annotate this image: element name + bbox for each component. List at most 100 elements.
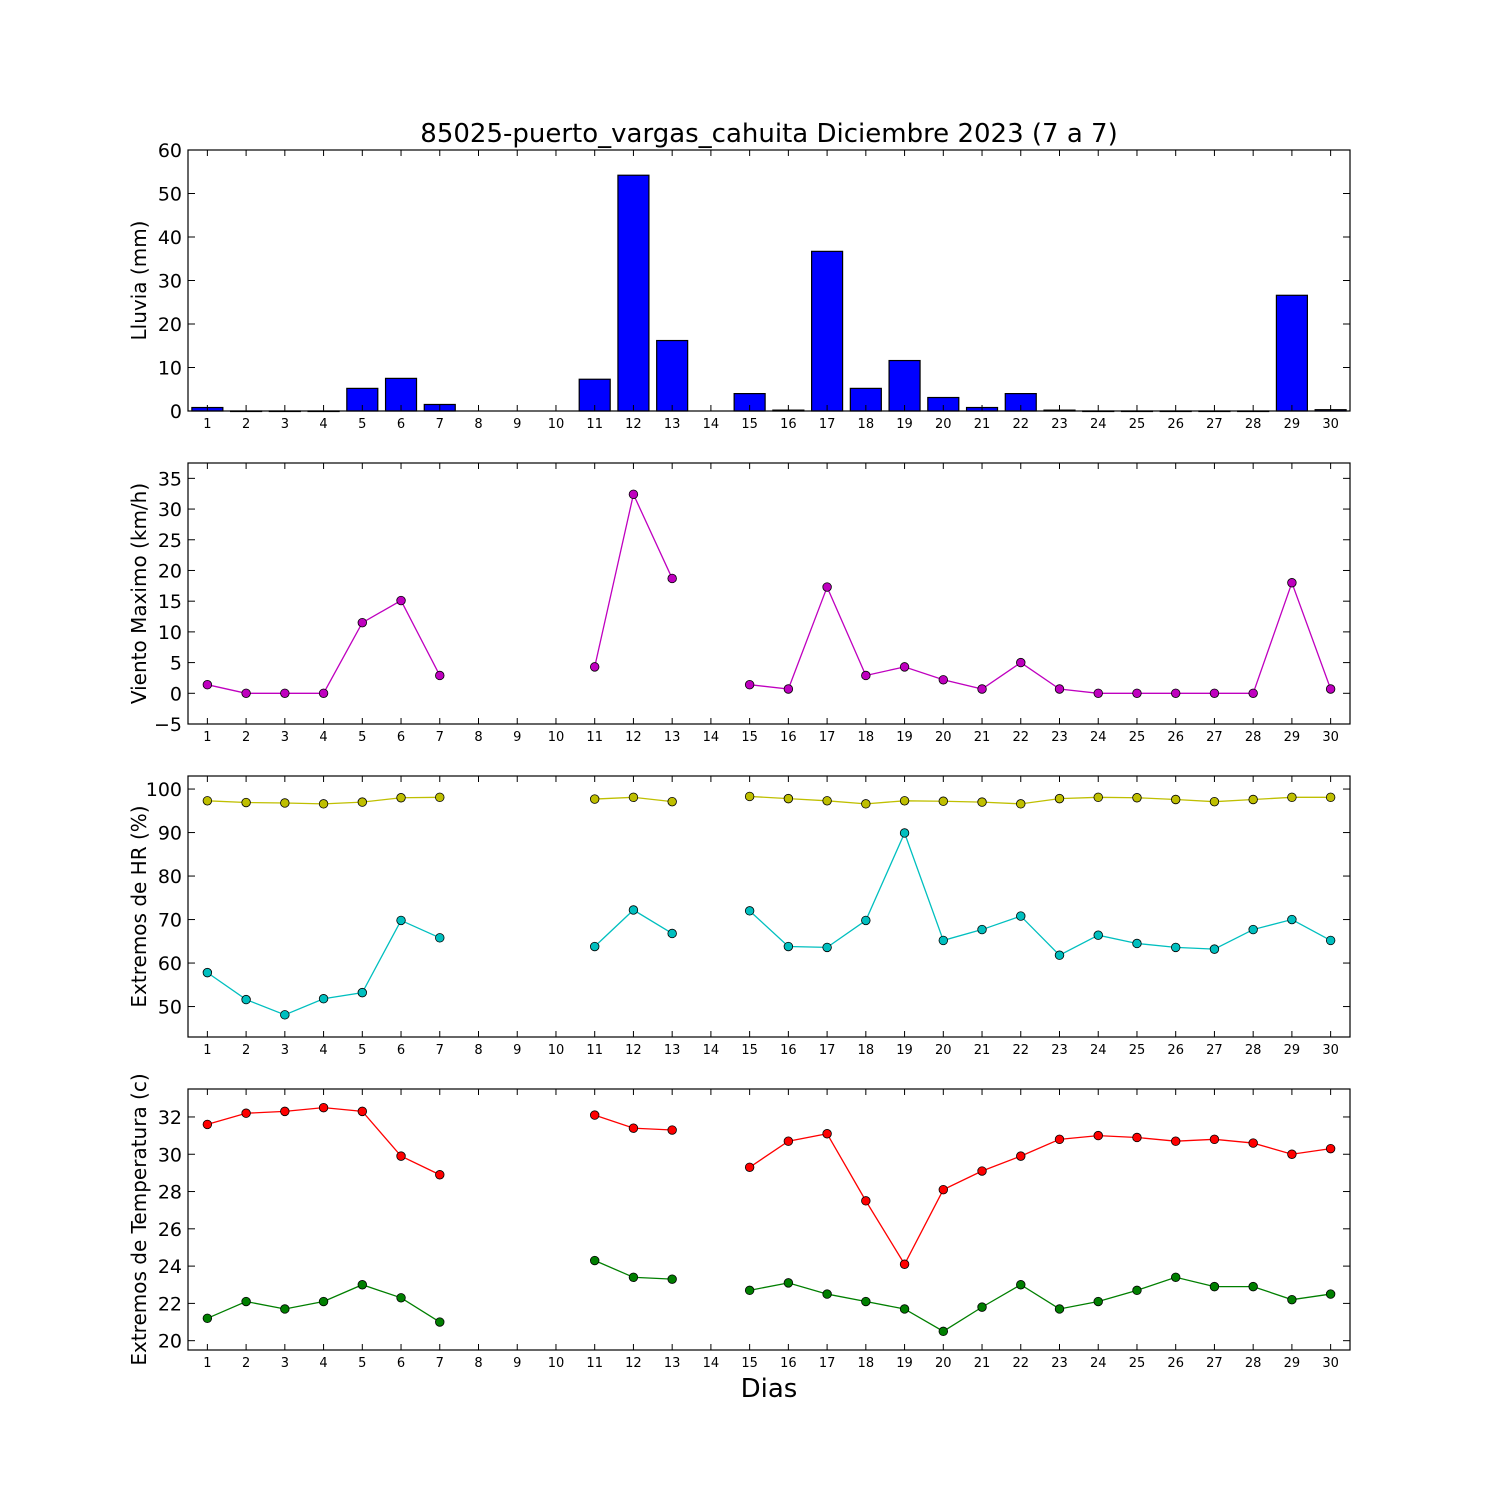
x-tick-label: 17 bbox=[819, 1043, 836, 1058]
x-tick-label: 19 bbox=[896, 1356, 913, 1371]
x-tick-label: 22 bbox=[1012, 417, 1029, 432]
series-1-point-day-4 bbox=[318, 799, 329, 809]
x-tick-label: 24 bbox=[1090, 730, 1107, 745]
series-2-point-day-6 bbox=[396, 915, 406, 926]
series-1-point-day-21 bbox=[977, 684, 987, 694]
series-1-point-day-13 bbox=[667, 1125, 677, 1135]
series-2-point-day-12 bbox=[628, 1272, 639, 1282]
series-1-point-day-29 bbox=[1287, 792, 1297, 803]
x-tick-label: 12 bbox=[625, 730, 642, 745]
series-2-point-day-3 bbox=[280, 1010, 290, 1020]
series-2-point-day-17 bbox=[822, 942, 832, 953]
series-1-point-day-11 bbox=[590, 662, 600, 672]
series-2-point-day-28 bbox=[1248, 1281, 1258, 1292]
x-tick-label: 21 bbox=[974, 1356, 991, 1371]
x-tick-label: 3 bbox=[281, 1356, 289, 1371]
series-1-point-day-23 bbox=[1054, 684, 1065, 694]
series-1-point-day-22 bbox=[1016, 799, 1026, 809]
x-tick-label: 2 bbox=[242, 1043, 250, 1058]
series-2-point-day-3 bbox=[280, 1304, 290, 1314]
series-1-point-day-3 bbox=[280, 1106, 290, 1117]
series-2-point-day-25 bbox=[1132, 938, 1142, 949]
x-tick-label: 16 bbox=[780, 417, 797, 432]
series-2-point-day-11 bbox=[590, 1255, 600, 1266]
series-1-point-day-1 bbox=[202, 679, 213, 690]
series-1-point-day-20 bbox=[938, 796, 949, 806]
bar-day-12 bbox=[617, 174, 650, 412]
x-tick-label: 9 bbox=[513, 1043, 521, 1058]
x-tick-label: 10 bbox=[548, 1356, 565, 1371]
y-tick-label: 90 bbox=[158, 823, 182, 845]
x-tick-label: 15 bbox=[741, 417, 758, 432]
series-2-point-day-20 bbox=[938, 1326, 949, 1337]
series-1-point-day-28 bbox=[1248, 794, 1258, 805]
series-2-point-day-26 bbox=[1170, 942, 1181, 953]
x-tick-label: 25 bbox=[1129, 1043, 1146, 1058]
series-1-point-day-17 bbox=[822, 1129, 832, 1139]
x-tick-label: 5 bbox=[358, 417, 366, 432]
series-2-point-day-2 bbox=[241, 1296, 251, 1307]
x-tick-label: 11 bbox=[586, 1043, 603, 1058]
series-1-point-day-3 bbox=[280, 798, 290, 808]
y-tick-label: 30 bbox=[158, 1144, 182, 1166]
x-tick-label: 30 bbox=[1322, 1356, 1339, 1371]
x-tick-label: 27 bbox=[1206, 1043, 1223, 1058]
series-1-point-day-18 bbox=[861, 670, 871, 681]
x-tick-label: 18 bbox=[858, 730, 875, 745]
series-1-point-day-30 bbox=[1325, 684, 1336, 694]
series-2-point-day-22 bbox=[1016, 1280, 1026, 1290]
series-2-point-day-26 bbox=[1170, 1272, 1181, 1282]
y-tick-label: 100 bbox=[146, 779, 182, 801]
series-2-point-day-15 bbox=[744, 906, 755, 916]
x-tick-label: 13 bbox=[664, 1356, 681, 1371]
series-1-point-day-21 bbox=[977, 1166, 987, 1176]
x-tick-label: 26 bbox=[1167, 1356, 1184, 1371]
series-2-point-day-1 bbox=[202, 967, 213, 978]
y-tick-label: 22 bbox=[158, 1293, 182, 1315]
x-tick-label: 12 bbox=[625, 1356, 642, 1371]
x-tick-label: 28 bbox=[1245, 730, 1262, 745]
series-1-point-day-22 bbox=[1016, 1151, 1026, 1161]
series-2-point-day-30 bbox=[1325, 1289, 1336, 1299]
x-tick-label: 13 bbox=[664, 730, 681, 745]
x-tick-label: 20 bbox=[935, 1356, 952, 1371]
series-1-point-day-16 bbox=[783, 684, 794, 694]
series-1-point-day-27 bbox=[1209, 796, 1220, 807]
series-1-point-day-2 bbox=[241, 797, 251, 808]
series-2-point-day-18 bbox=[861, 1296, 871, 1307]
series-1-point-day-23 bbox=[1054, 1134, 1065, 1145]
x-tick-label: 9 bbox=[513, 730, 521, 745]
series-2-point-day-27 bbox=[1209, 944, 1220, 954]
panel-frame bbox=[187, 1088, 1351, 1351]
x-tick-label: 18 bbox=[858, 1356, 875, 1371]
x-tick-label: 9 bbox=[513, 417, 521, 432]
series-1-point-day-1 bbox=[202, 1119, 213, 1130]
y-tick-label: 50 bbox=[158, 184, 182, 206]
series-1-point-day-6 bbox=[396, 595, 406, 606]
x-tick-label: 28 bbox=[1245, 417, 1262, 432]
series-1-point-day-19 bbox=[899, 1259, 910, 1269]
y-axis-label: Lluvia (mm) bbox=[127, 221, 151, 341]
x-tick-label: 14 bbox=[703, 730, 720, 745]
series-1-point-day-12 bbox=[628, 1123, 639, 1133]
x-tick-label: 29 bbox=[1284, 730, 1301, 745]
x-tick-label: 24 bbox=[1090, 1356, 1107, 1371]
series-1-point-day-16 bbox=[783, 793, 794, 804]
x-tick-label: 21 bbox=[974, 417, 991, 432]
series-1-point-day-17 bbox=[822, 582, 832, 592]
series-1-point-day-30 bbox=[1325, 792, 1336, 803]
series-2-point-day-16 bbox=[783, 941, 794, 952]
x-tick-label: 30 bbox=[1322, 1043, 1339, 1058]
x-tick-label: 9 bbox=[513, 1356, 521, 1371]
series-2-point-day-25 bbox=[1132, 1285, 1142, 1296]
series-1-point-day-20 bbox=[938, 675, 949, 685]
series-1-point-day-19 bbox=[899, 796, 910, 806]
x-tick-label: 13 bbox=[664, 417, 681, 432]
y-tick-label: 20 bbox=[158, 314, 182, 336]
series-1-point-day-24 bbox=[1093, 792, 1103, 803]
x-tick-label: 6 bbox=[397, 1043, 405, 1058]
y-tick-label: 35 bbox=[158, 468, 182, 490]
bar-day-19 bbox=[888, 359, 921, 412]
